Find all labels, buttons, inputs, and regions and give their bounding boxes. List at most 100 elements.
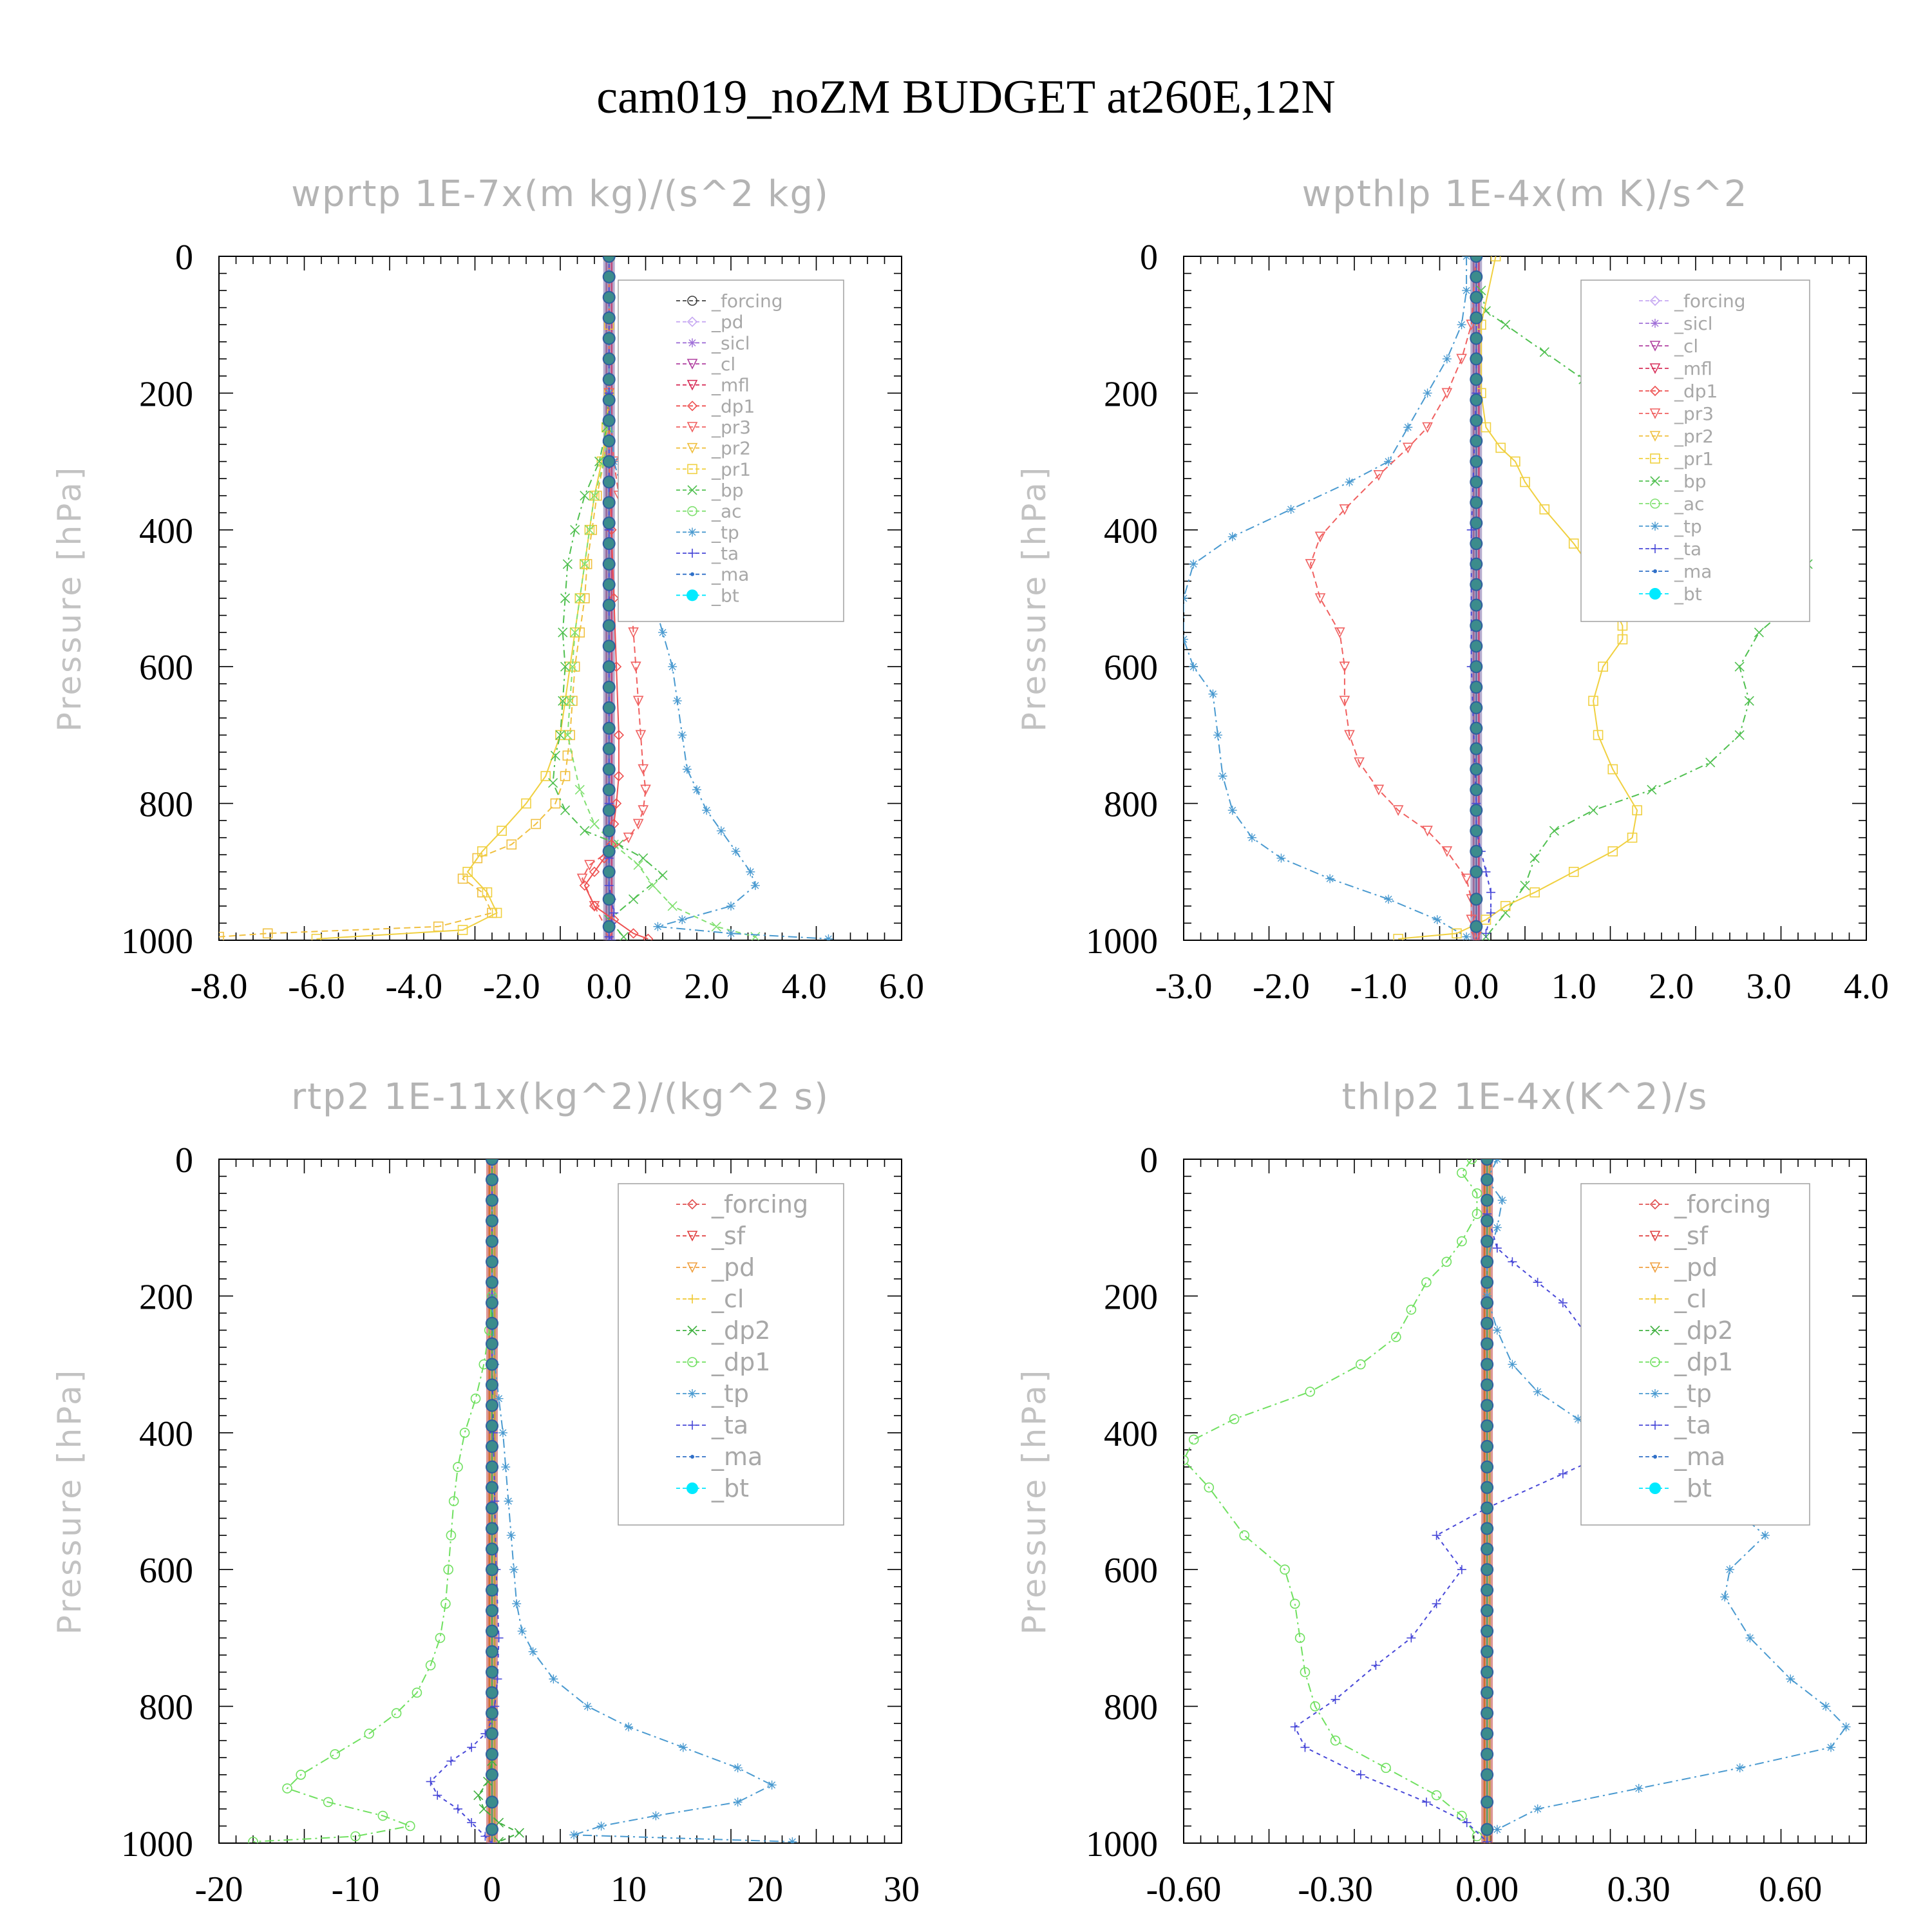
data-point (350, 1831, 361, 1842)
data-point (1482, 1837, 1492, 1843)
y-axis-label: Pressure [hPa] (1016, 1368, 1053, 1635)
chart-panel-4: thlp2 1E-4x(K^2)/s Pressure [hPa] -0.60 -0.… (1016, 1076, 1867, 1909)
data-point (1461, 873, 1472, 885)
x-tick-label: 20 (747, 1870, 783, 1909)
data-point (1422, 422, 1433, 433)
data-point (311, 934, 322, 940)
data-point (1354, 757, 1365, 768)
data-point (462, 867, 473, 877)
x-tick-label: 10 (611, 1870, 647, 1909)
data-point (1286, 504, 1296, 514)
data-point (569, 1830, 579, 1840)
legend-label: _cl (711, 1285, 744, 1313)
legend-marker (1649, 1482, 1661, 1494)
legend-label: _pr1 (1674, 448, 1714, 469)
data-point (602, 332, 616, 345)
data-point (1462, 1818, 1472, 1828)
data-point (486, 1399, 498, 1412)
data-point (1530, 853, 1540, 864)
data-point (486, 1584, 498, 1597)
data-point (1481, 1686, 1494, 1700)
data-point (453, 1462, 463, 1472)
data-point (494, 1633, 504, 1643)
data-point (296, 1770, 307, 1780)
x-tick-label: -0.60 (1146, 1870, 1222, 1909)
data-point (1481, 1768, 1494, 1781)
y-tick-label: 0 (1140, 1141, 1158, 1180)
data-point (486, 1358, 498, 1371)
data-point (1492, 1325, 1502, 1335)
y-tick-label: 600 (1104, 1551, 1158, 1591)
data-point (467, 1818, 477, 1828)
series-line (1309, 256, 1477, 937)
data-point (1470, 256, 1483, 263)
series_bp (548, 256, 668, 940)
data-point (632, 696, 644, 707)
legend-label: _ma (711, 564, 749, 585)
data-point (1442, 354, 1452, 364)
series-line (1480, 290, 1809, 938)
data-point (1421, 1797, 1431, 1807)
data-point (594, 457, 605, 467)
data-point (486, 1727, 498, 1741)
series-line (1398, 256, 1638, 940)
legend-box (1580, 1183, 1810, 1526)
data-point (1294, 1633, 1305, 1643)
legend-marker (1649, 1198, 1661, 1210)
data-point (1229, 1414, 1240, 1425)
data-point (1481, 1645, 1494, 1658)
legend-label: _pd (1674, 1253, 1718, 1282)
series_bt (602, 256, 616, 933)
data-point (1472, 1188, 1482, 1198)
data-point (576, 873, 588, 885)
data-point (558, 696, 568, 706)
data-point (282, 1783, 292, 1794)
y-tick-label: 800 (139, 785, 193, 825)
data-point (497, 826, 507, 836)
data-point (1247, 833, 1256, 842)
data-point (643, 933, 654, 940)
legend-label: _bt (711, 1474, 749, 1502)
data-point (633, 860, 643, 870)
data-point (1331, 1694, 1340, 1704)
data-point (1470, 865, 1483, 878)
data-point (1462, 932, 1472, 940)
legend: _forcing_pd_sicl_cl_mfl_dp1_pr3_pr2_pr1_… (618, 279, 844, 622)
data-point (565, 696, 575, 706)
data-point (1305, 559, 1316, 570)
data-point (1403, 422, 1413, 432)
data-point (549, 1674, 558, 1684)
legend-marker (1653, 1455, 1657, 1459)
data-point (618, 932, 629, 940)
data-point (498, 1428, 507, 1437)
data-point (602, 893, 616, 906)
data-point (584, 525, 594, 535)
data-point (1305, 1387, 1316, 1397)
data-point (1392, 805, 1404, 817)
data-point (1593, 730, 1604, 741)
data-point (1466, 914, 1477, 925)
data-point (486, 1522, 498, 1535)
data-point (1508, 1359, 1517, 1369)
data-point (746, 867, 755, 876)
data-point (750, 932, 761, 940)
data-point (1470, 434, 1483, 448)
y-tick-label: 600 (139, 648, 193, 688)
data-point (560, 661, 571, 672)
legend-marker (1651, 522, 1660, 531)
data-point (1470, 393, 1483, 407)
data-point (1406, 1304, 1417, 1315)
data-point (1356, 1359, 1366, 1370)
data-point (467, 1743, 477, 1752)
data-point (1344, 730, 1355, 741)
data-point (560, 805, 571, 815)
data-point (1481, 1747, 1494, 1761)
data-point (731, 846, 741, 856)
legend-label: _pd (711, 312, 744, 333)
legend-label: _bt (711, 585, 739, 606)
legend-label: _pr3 (1674, 403, 1714, 424)
data-point (1470, 455, 1483, 468)
data-point (1189, 559, 1198, 569)
legend-marker (687, 1262, 698, 1273)
x-tick-label: 6.0 (879, 967, 924, 1007)
